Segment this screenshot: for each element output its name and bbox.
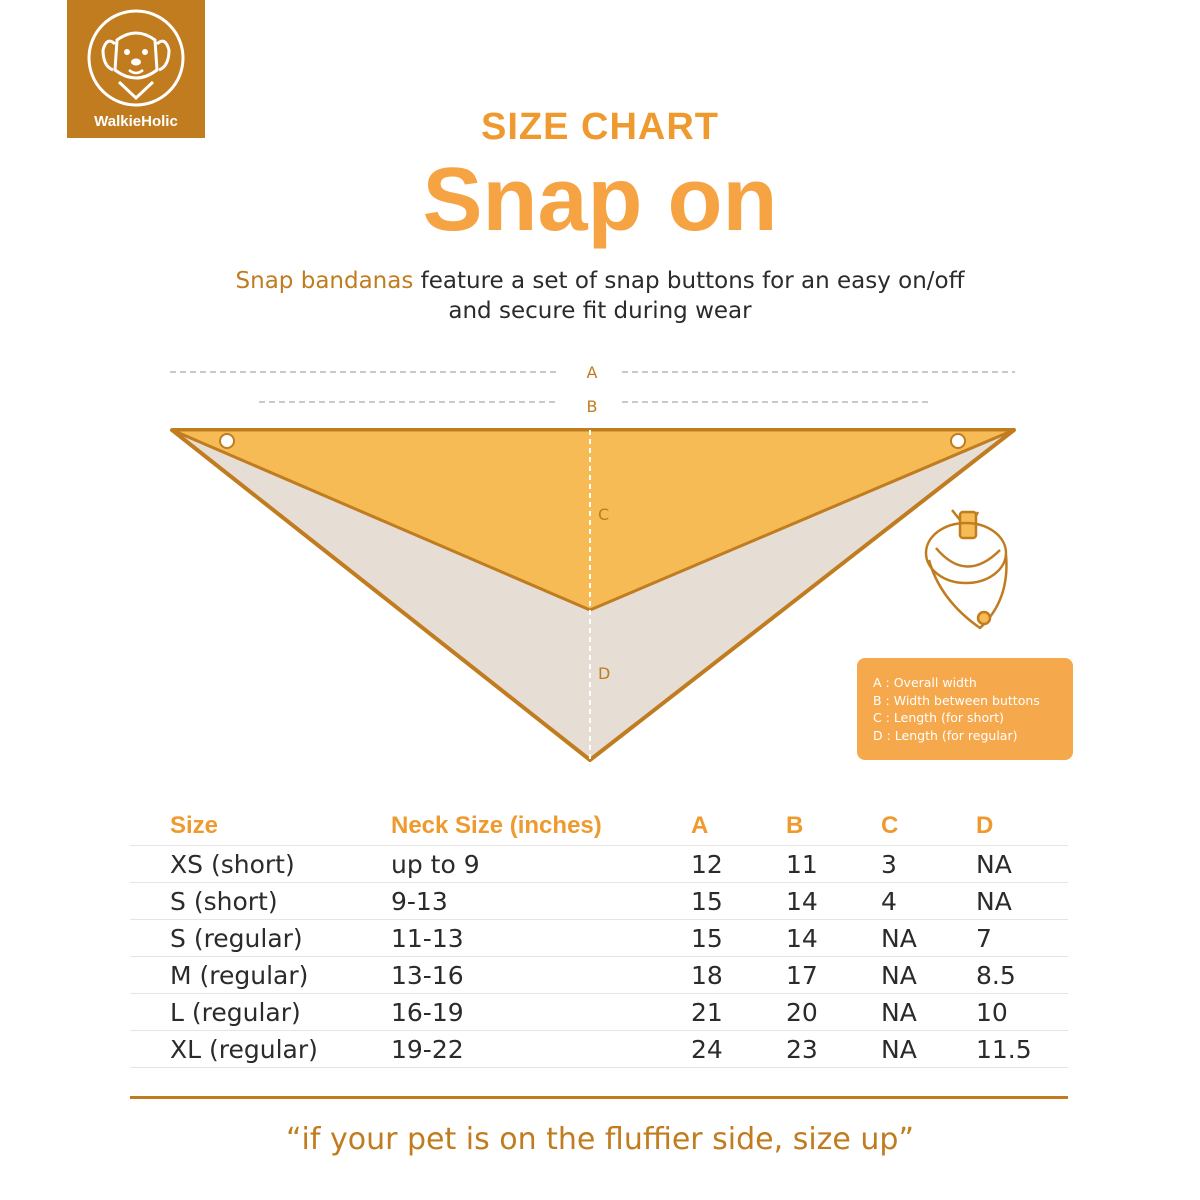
- cell-a: 12: [691, 845, 786, 883]
- footer-quote: “if your pet is on the fluffier side, si…: [285, 1122, 915, 1157]
- cell-neck: 11-13: [391, 919, 691, 957]
- cell-c: NA: [881, 993, 976, 1031]
- page-title: Snap on: [422, 150, 778, 250]
- table-row: M (regular) 13-16 18 17 NA 8.5: [130, 956, 1068, 994]
- subtitle-highlight: Snap bandanas: [235, 268, 414, 294]
- cell-size: S (regular): [130, 919, 391, 957]
- cell-c: 4: [881, 882, 976, 920]
- cell-b: 23: [786, 1030, 881, 1068]
- cell-d: NA: [976, 845, 1068, 883]
- snap-button-right-icon: [950, 433, 966, 449]
- legend-item-a: A : Overall width: [873, 675, 977, 690]
- cell-d: 10: [976, 993, 1068, 1031]
- subtitle-line2: and secure fit during wear: [448, 298, 752, 324]
- cell-neck: 19-22: [391, 1030, 691, 1068]
- cell-d: 8.5: [976, 956, 1068, 994]
- cell-a: 18: [691, 956, 786, 994]
- cell-c: NA: [881, 1030, 976, 1068]
- cell-size: M (regular): [130, 956, 391, 994]
- cell-c: NA: [881, 956, 976, 994]
- legend-item-b: B : Width between buttons: [873, 692, 1040, 708]
- cell-size: S (short): [130, 882, 391, 920]
- cell-neck: 13-16: [391, 956, 691, 994]
- cell-size: XS (short): [130, 845, 391, 883]
- cell-b: 14: [786, 919, 881, 957]
- cell-a: 15: [691, 882, 786, 920]
- cell-size: L (regular): [130, 993, 391, 1031]
- label-a: A: [587, 363, 598, 382]
- cell-size: XL (regular): [130, 1030, 391, 1068]
- header-neck-size: Neck Size (inches): [391, 807, 691, 846]
- cell-d: 7: [976, 919, 1068, 957]
- header-d: D: [976, 807, 1068, 846]
- bandana-diagram: A B C D: [170, 363, 1016, 762]
- size-table: Size Neck Size (inches) A B C D XS (shor…: [130, 807, 1068, 1068]
- cell-neck: up to 9: [391, 845, 691, 883]
- label-d: D: [598, 664, 610, 683]
- cell-b: 17: [786, 956, 881, 994]
- footer-divider: [130, 1096, 1068, 1099]
- table-header-row: Size Neck Size (inches) A B C D: [130, 807, 1068, 846]
- page-subtitle: Snap bandanas feature a set of snap butt…: [0, 266, 1200, 326]
- cell-a: 24: [691, 1030, 786, 1068]
- cell-b: 14: [786, 882, 881, 920]
- cell-d: 11.5: [976, 1030, 1068, 1068]
- cell-a: 21: [691, 993, 786, 1031]
- header-c: C: [881, 807, 976, 846]
- label-c: C: [598, 505, 609, 524]
- subtitle-line1: feature a set of snap buttons for an eas…: [413, 268, 965, 294]
- header-a: A: [691, 807, 786, 846]
- snap-button-left-icon: [219, 433, 235, 449]
- table-row: L (regular) 16-19 21 20 NA 10: [130, 993, 1068, 1031]
- size-chart-eyebrow: SIZE CHART: [481, 106, 719, 148]
- cell-neck: 16-19: [391, 993, 691, 1031]
- bandana-on-dog-icon: [924, 509, 1008, 630]
- dog-logo-icon: [87, 9, 185, 107]
- header-size: Size: [130, 807, 391, 846]
- brand-logo: WalkieHolic: [67, 0, 205, 138]
- cell-b: 11: [786, 845, 881, 883]
- table-row: XL (regular) 19-22 24 23 NA 11.5: [130, 1030, 1068, 1068]
- brand-name: WalkieHolic: [94, 113, 178, 130]
- bandana-top-panel: [170, 428, 1016, 612]
- table-row: S (regular) 11-13 15 14 NA 7: [130, 919, 1068, 957]
- label-b: B: [587, 397, 598, 416]
- cell-c: 3: [881, 845, 976, 883]
- cell-c: NA: [881, 919, 976, 957]
- legend-item-c: C : Length (for short): [873, 710, 1005, 725]
- cell-neck: 9-13: [391, 882, 691, 920]
- legend-box: A : Overall width B : Width between butt…: [857, 658, 1073, 760]
- cell-d: NA: [976, 882, 1068, 920]
- header-b: B: [786, 807, 881, 846]
- table-row: XS (short) up to 9 12 11 3 NA: [130, 845, 1068, 883]
- cell-b: 20: [786, 993, 881, 1031]
- cell-a: 15: [691, 919, 786, 957]
- legend-item-d: D : Length (for regular): [873, 727, 1018, 743]
- table-row: S (short) 9-13 15 14 4 NA: [130, 882, 1068, 920]
